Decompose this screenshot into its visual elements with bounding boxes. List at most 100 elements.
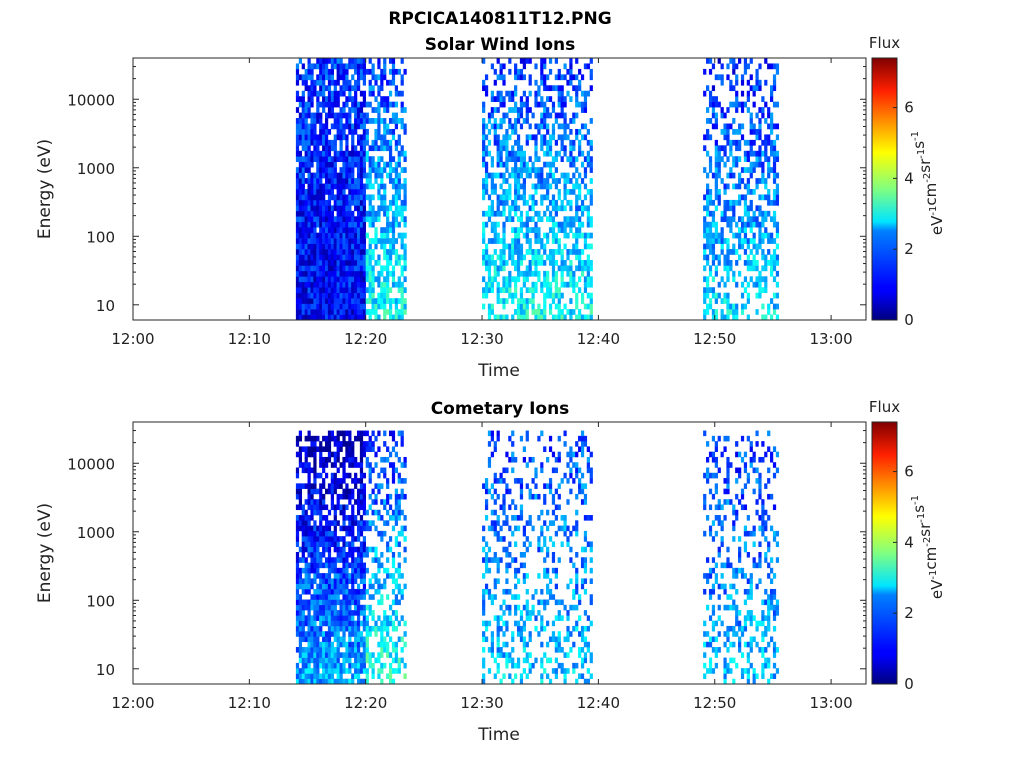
flux-cell (499, 678, 503, 685)
flux-cell (295, 678, 300, 685)
flux-cell (583, 483, 588, 489)
flux-cell (546, 525, 550, 532)
flux-cell (319, 189, 323, 195)
flux-cell (322, 128, 326, 135)
flux-cell (295, 557, 300, 563)
flux-cell (304, 134, 308, 141)
flux-cell (484, 85, 489, 92)
flux-cell (380, 583, 384, 590)
flux-cell (720, 249, 724, 255)
flux-cell (508, 504, 512, 511)
flux-cell (522, 150, 526, 157)
flux-cell (717, 156, 721, 163)
flux-cell (711, 588, 716, 595)
flux-cell (330, 232, 334, 239)
flux-cell (554, 249, 558, 255)
flux-cell (703, 673, 707, 680)
flux-cell (362, 145, 366, 152)
flux-cell (717, 520, 721, 526)
flux-cell (493, 446, 497, 452)
flux-cell (330, 668, 334, 674)
flux-cell (569, 139, 573, 146)
flux-cell (546, 509, 550, 516)
flux-cell (336, 546, 340, 553)
flux-cell (339, 150, 343, 157)
flux-cell (298, 620, 303, 627)
flux-cell (764, 210, 768, 217)
flux-cell (339, 183, 343, 190)
flux-cell (482, 546, 486, 553)
flux-cell (295, 139, 300, 146)
flux-cell (755, 276, 759, 283)
flux-cell (572, 270, 576, 277)
flux-cell (514, 249, 518, 255)
flux-cell (394, 68, 398, 75)
flux-cell (563, 525, 567, 532)
flux-cell (316, 150, 320, 157)
flux-cell (708, 199, 713, 206)
flux-cell (383, 189, 387, 195)
flux-cell (772, 216, 777, 223)
flux-cell (546, 150, 550, 157)
flux-cell (717, 292, 721, 299)
flux-cell (528, 74, 532, 81)
flux-cell (359, 578, 364, 584)
flux-cell (502, 243, 506, 250)
flux-cell (380, 287, 384, 294)
flux-cell (356, 562, 361, 569)
flux-cell (371, 441, 375, 447)
flux-cell (365, 232, 369, 239)
flux-cell (589, 74, 593, 81)
x-tick-label: 12:50 (693, 330, 736, 348)
flux-cell (377, 183, 381, 190)
flux-cell (359, 232, 364, 239)
flux-cell (511, 199, 515, 206)
flux-cell (543, 210, 547, 217)
flux-cell (511, 636, 515, 643)
flux-cell (711, 314, 716, 321)
flux-cell (580, 557, 585, 563)
flux-cell (557, 189, 561, 195)
flux-cell (708, 636, 713, 643)
flux-cell (322, 145, 326, 152)
flux-cell (560, 515, 564, 521)
flux-cell (298, 183, 303, 190)
flux-cell (560, 265, 564, 272)
flux-cell (368, 594, 372, 600)
flux-cell (772, 199, 777, 206)
flux-cell (502, 520, 506, 526)
flux-cell (554, 118, 558, 124)
flux-cell (336, 504, 340, 511)
flux-cell (714, 652, 718, 658)
flux-cell (351, 588, 355, 595)
flux-cell (310, 265, 314, 272)
flux-cell (336, 199, 340, 206)
flux-cell (354, 647, 358, 653)
flux-cell (365, 631, 369, 637)
flux-cell (572, 183, 576, 190)
flux-cell (499, 74, 503, 81)
flux-cell (703, 493, 707, 500)
flux-cell (583, 276, 588, 283)
flux-cell (484, 150, 489, 157)
flux-cell (371, 270, 375, 277)
flux-cell (339, 112, 343, 119)
flux-cell (772, 167, 777, 173)
flux-cell (540, 139, 544, 146)
flux-cell (307, 652, 311, 658)
flux-cell (543, 298, 547, 304)
flux-cell (708, 298, 713, 304)
flux-cell (368, 298, 372, 304)
flux-cell (575, 58, 579, 64)
flux-cell (295, 625, 300, 632)
flux-cell (354, 118, 358, 124)
flux-cell (330, 678, 334, 685)
flux-cell (525, 112, 529, 119)
flux-cell (342, 107, 346, 113)
flux-cell (339, 583, 343, 590)
flux-cell (706, 189, 710, 195)
flux-cell (322, 599, 326, 606)
flux-cell (540, 287, 544, 294)
flux-cell (327, 641, 332, 648)
flux-cell (505, 604, 509, 611)
